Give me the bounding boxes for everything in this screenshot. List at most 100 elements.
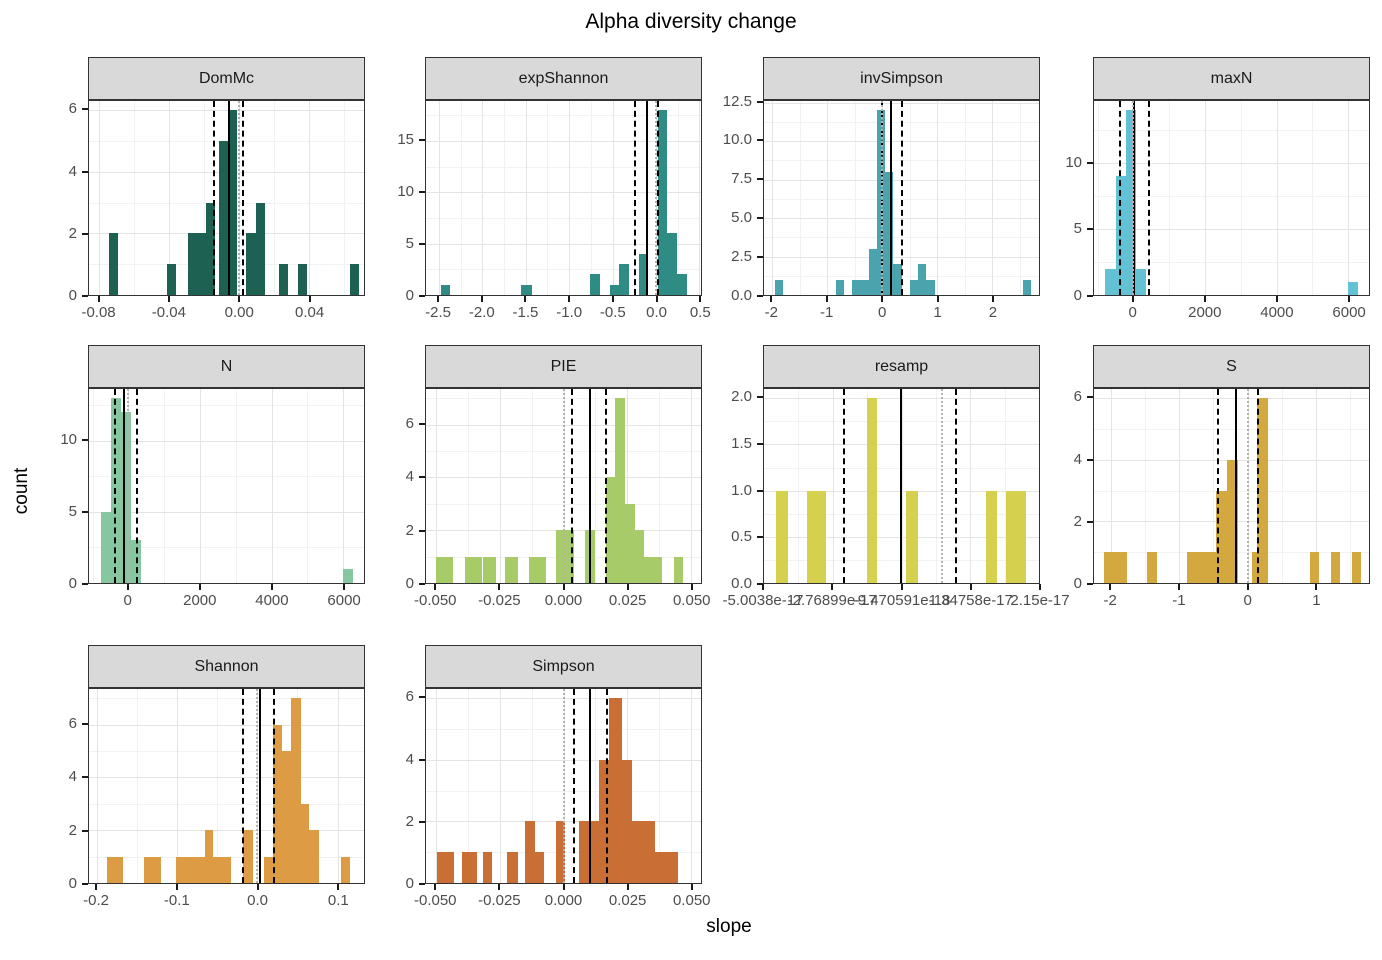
x-tick-label: 0.0: [646, 304, 667, 321]
x-tick-label: 1.34758e-17: [928, 592, 1013, 609]
y-tick-label: 6: [405, 415, 414, 432]
x-tick-label: 6000: [327, 592, 361, 609]
x-tick-mark: [562, 884, 565, 890]
x-tick-label: -1.0: [556, 304, 583, 321]
facet-PIE: PIE -0.050 -0.025 0.000 0.025 0.050 0 2 4 6: [365, 345, 711, 614]
histogram-bar: [588, 821, 600, 883]
gridline-major: [97, 689, 99, 883]
histogram-bar: [775, 490, 788, 583]
histogram-bar: [624, 503, 635, 583]
gridline-major: [970, 389, 972, 583]
gridline-major: [1111, 389, 1113, 583]
gridline-major: [89, 583, 364, 584]
y-tick-label: 0: [1073, 287, 1082, 304]
gridline-major: [699, 101, 701, 295]
histogram-bar: [349, 264, 359, 295]
x-tick-mark: [1315, 584, 1318, 590]
x-tick-label: -0.5: [599, 304, 626, 321]
gridline-minor: [92, 389, 94, 583]
facet-resamp: resamp -5.0038e-17 -2.76899e-17 -9.470591e-…: [703, 345, 1070, 614]
x-tick-mark: [498, 584, 501, 590]
histogram-bar: [1104, 552, 1127, 583]
x-tick-label: -0.050: [413, 592, 457, 609]
y-tick-label: 4: [1073, 450, 1082, 468]
x-tick-label: 2000: [1188, 304, 1222, 321]
histogram-bar: [440, 284, 451, 295]
mean-solid-line: [123, 389, 126, 583]
y-tick-mark: [757, 178, 763, 181]
gridline-minor: [1019, 101, 1021, 295]
y-tick-label: 6: [1073, 388, 1082, 406]
gridline-major: [177, 689, 179, 883]
gridline-major: [309, 101, 310, 295]
x-tick-label: 0.025: [608, 592, 647, 609]
x-tick-mark: [762, 584, 764, 590]
gridline-major: [89, 883, 364, 884]
x-tick-mark: [568, 296, 571, 302]
y-tick-label: 4: [405, 750, 414, 768]
x-tick-label: 0.0: [247, 892, 269, 909]
histogram-bar: [100, 511, 111, 583]
x-tick-label: -0.025: [478, 592, 521, 609]
histogram-bar: [638, 253, 649, 295]
histogram-bar: [1187, 552, 1217, 583]
histogram-bar: [273, 724, 283, 883]
gridline-minor: [1169, 101, 1171, 295]
x-tick-mark: [308, 296, 311, 302]
y-tick-label: 2.5: [731, 248, 752, 266]
histogram-bar: [143, 856, 162, 883]
x-tick-label: -0.025: [478, 892, 521, 909]
x-tick-label: -0.2: [83, 892, 109, 909]
facet-S: S -2 -1 0 1 0 2 4 6: [1033, 345, 1370, 614]
y-tick-mark: [757, 536, 763, 539]
histogram-bar: [309, 830, 320, 883]
histogram-bar: [860, 279, 869, 295]
panel-expShannon: [425, 100, 702, 296]
x-tick-label: 1: [1312, 592, 1321, 609]
x-tick-mark: [991, 296, 994, 302]
gridline-major: [426, 192, 701, 194]
y-tick-label: 0: [68, 287, 77, 304]
x-tick-label: 0.1: [327, 892, 349, 909]
gridline-minor: [590, 101, 592, 295]
y-tick-label: 0: [1073, 575, 1082, 592]
histogram-bar: [1005, 490, 1026, 583]
zero-dotted-line: [1132, 101, 1135, 295]
y-tick-label: 0: [405, 575, 414, 592]
strip-label: N: [220, 357, 233, 375]
ci-dashed-line: [657, 101, 660, 295]
x-tick-mark: [238, 296, 241, 302]
y-tick-mark: [419, 696, 425, 699]
gridline-minor: [504, 101, 506, 295]
y-tick-mark: [1087, 583, 1093, 585]
y-tick-mark: [419, 139, 425, 142]
gridline-minor: [89, 547, 364, 549]
x-tick-label: 4000: [1260, 304, 1294, 321]
x-tick-mark: [256, 884, 259, 890]
y-tick-mark: [82, 776, 88, 779]
ci-dashed-line: [900, 101, 903, 295]
y-tick-mark: [82, 295, 88, 297]
gridline-minor: [531, 689, 533, 883]
gridline-major: [1205, 101, 1206, 295]
y-tick-label: 6: [68, 715, 77, 732]
facet-Shannon: Shannon -0.2 -0.1 0.0 0.1 0 2 4 6: [28, 645, 365, 914]
y-tick-mark: [757, 217, 763, 220]
x-tick-mark: [498, 884, 501, 890]
y-tick-mark: [419, 583, 425, 585]
facet-strip: expShannon: [425, 57, 702, 100]
x-tick-mark: [198, 584, 201, 590]
histogram-bar: [219, 141, 229, 295]
ci-dashed-line: [1257, 389, 1260, 583]
ci-dashed-line: [1216, 389, 1219, 583]
gridline-minor: [307, 389, 309, 583]
facet-DomMc: DomMc -0.08 -0.04 0.00 0.04 0 2 4 6: [28, 57, 365, 326]
histogram-bar: [605, 477, 615, 583]
histogram-bar: [775, 279, 784, 295]
gridline-minor: [426, 115, 701, 117]
x-tick-mark: [969, 584, 972, 590]
histogram-bar: [985, 490, 998, 583]
x-tick-mark: [562, 584, 565, 590]
histogram-bar: [1105, 268, 1116, 295]
x-tick-label: 0: [1243, 592, 1252, 609]
